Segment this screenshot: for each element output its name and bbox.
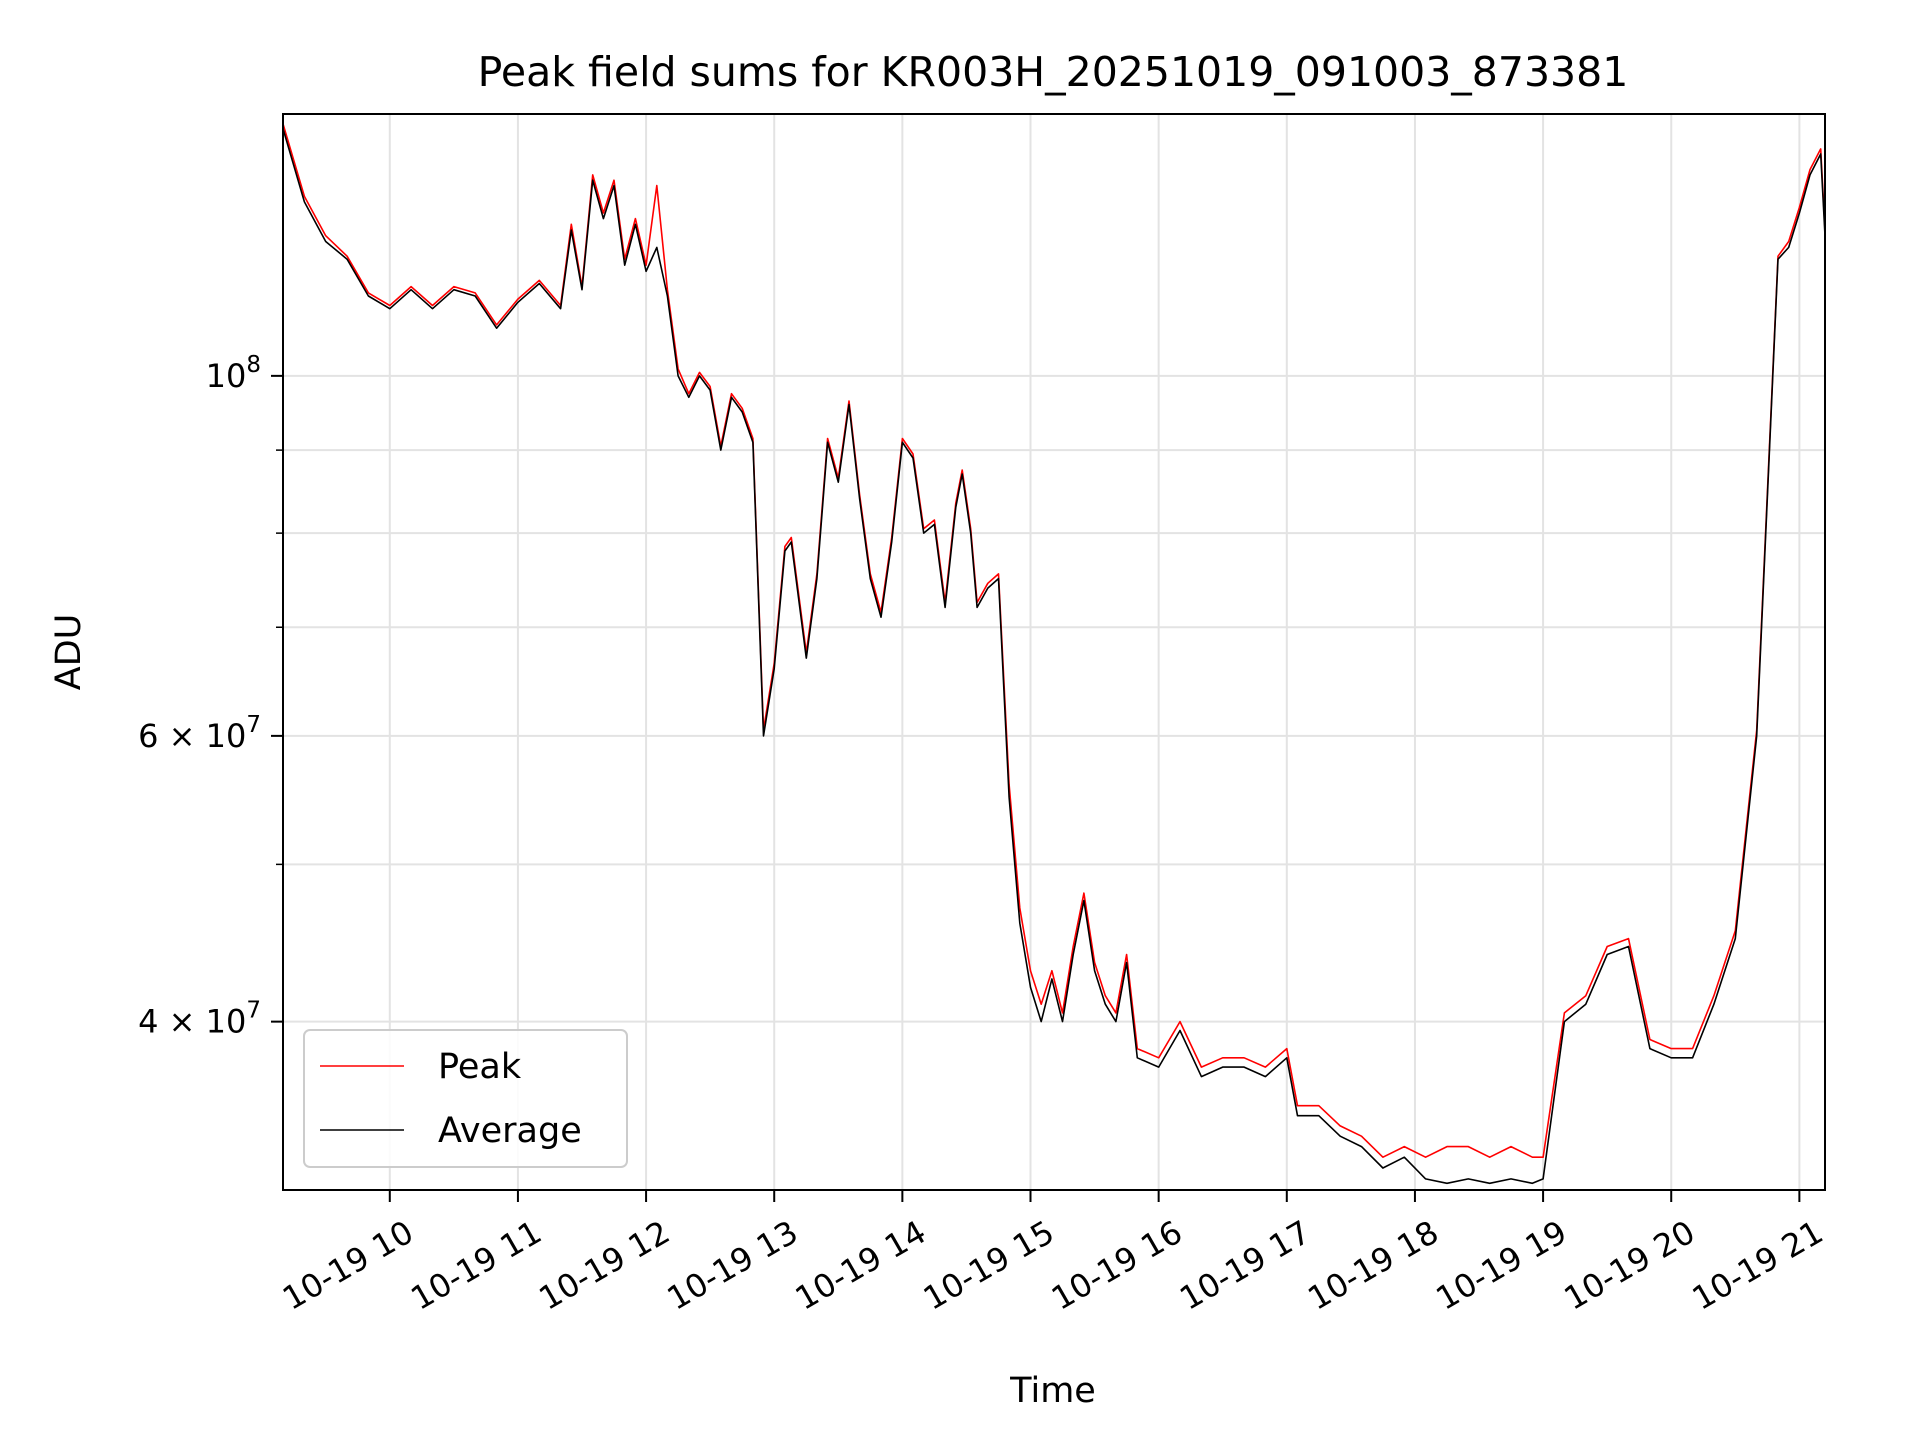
y-axis-label: ADU: [49, 614, 89, 691]
y-tick-base: 10: [206, 1003, 247, 1041]
x-tick-label: 10-19 11: [404, 1213, 548, 1318]
y-tick-mantissa: 4: [138, 1003, 158, 1041]
x-tick-label: 10-19 19: [1429, 1213, 1573, 1318]
y-tick-label: 108: [206, 352, 261, 395]
x-tick-label: 10-19 21: [1686, 1213, 1830, 1318]
y-tick-exponent: 7: [246, 712, 261, 738]
x-tick-label: 10-19 13: [661, 1213, 805, 1318]
grid: [283, 114, 1825, 1190]
y-tick-base: 10: [206, 717, 247, 755]
peak-series-line: [282, 123, 1826, 1158]
x-axis-label: Time: [1009, 1371, 1096, 1411]
x-tick-label: 10-19 17: [1173, 1213, 1317, 1318]
y-tick-exponent: 8: [246, 352, 261, 378]
legend-peak-label: Peak: [438, 1047, 522, 1087]
x-tick-label: 10-19 15: [917, 1213, 1061, 1318]
y-tick-label: 6 × 107: [138, 712, 261, 755]
x-tick-label: 10-19 16: [1045, 1213, 1189, 1318]
y-tick-times: ×: [158, 1003, 205, 1041]
y-tick-base: 10: [206, 357, 247, 395]
legend-box: [303, 1029, 628, 1168]
y-tick-times: ×: [158, 717, 205, 755]
legend-average-label: Average: [438, 1111, 582, 1151]
x-tick-label: 10-19 12: [532, 1213, 676, 1318]
y-tick-mantissa: 6: [138, 717, 158, 755]
plot-frame: [282, 113, 1826, 1191]
legend: Peak Average: [303, 1029, 628, 1168]
chart-title: Peak field sums for KR003H_20251019_0910…: [478, 48, 1629, 96]
x-tick-label: 10-19 14: [789, 1213, 933, 1318]
y-tick-label: 4 × 107: [138, 998, 261, 1041]
series-layer: [282, 123, 1826, 1185]
average-series-line: [282, 128, 1826, 1185]
x-tick-label: 10-19 10: [276, 1213, 420, 1318]
x-tick-label: 10-19 20: [1558, 1213, 1702, 1318]
y-tick-exponent: 7: [246, 998, 261, 1024]
x-tick-label: 10-19 18: [1301, 1213, 1445, 1318]
